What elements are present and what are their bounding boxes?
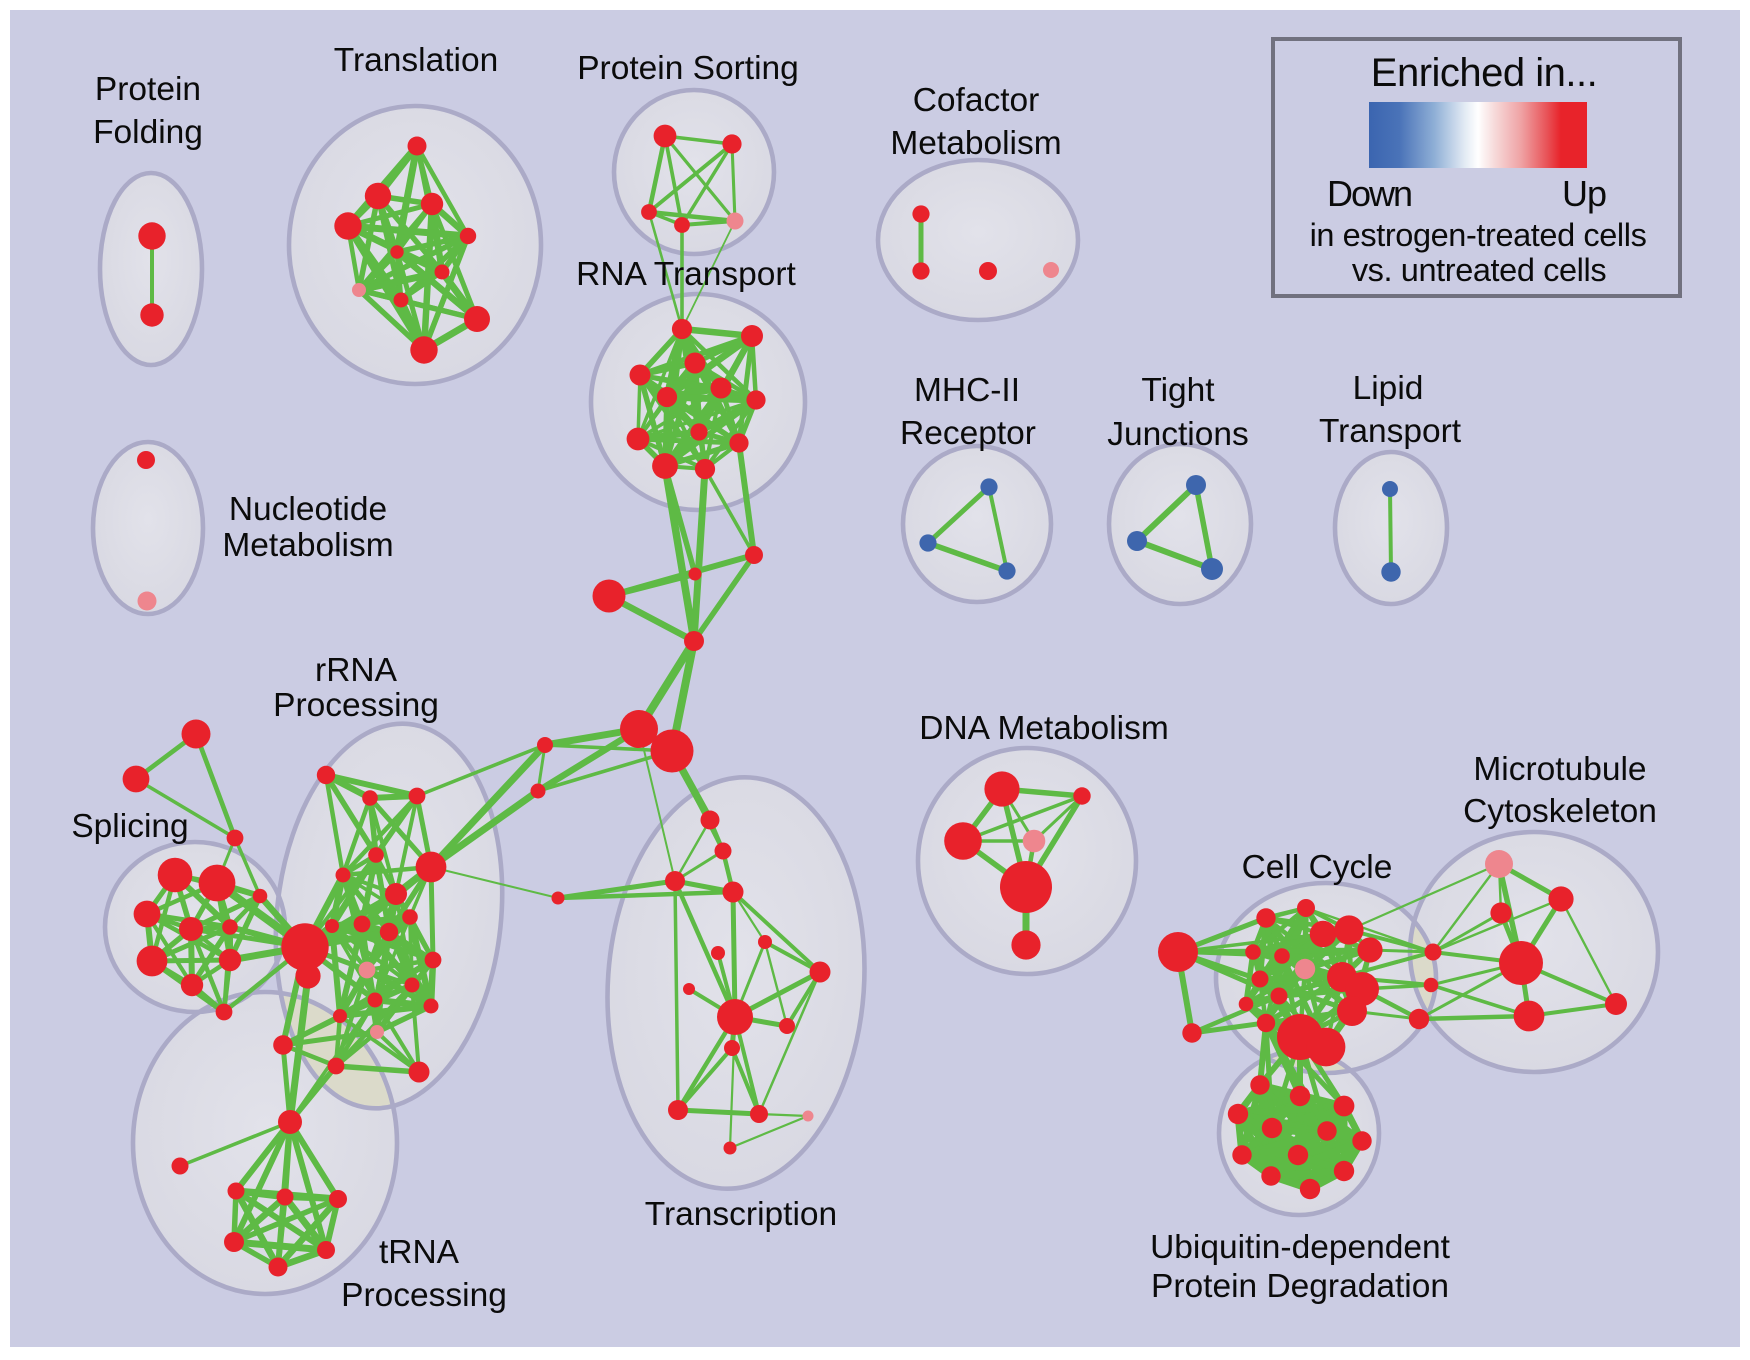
svg-text:in estrogen-treated cells: in estrogen-treated cells (1310, 217, 1647, 253)
svg-text:Transport: Transport (1319, 413, 1462, 450)
svg-text:Tight: Tight (1141, 372, 1215, 409)
svg-text:Receptor: Receptor (900, 415, 1036, 452)
svg-text:Junctions: Junctions (1107, 416, 1249, 453)
svg-text:Translation: Translation (334, 42, 498, 79)
svg-text:Ubiquitin-dependent: Ubiquitin-dependent (1150, 1229, 1451, 1266)
svg-text:Protein Degradation: Protein Degradation (1151, 1268, 1449, 1305)
svg-text:Down: Down (1327, 173, 1411, 214)
svg-text:Transcription: Transcription (645, 1196, 837, 1233)
svg-text:Lipid: Lipid (1353, 370, 1424, 407)
svg-text:Processing: Processing (341, 1277, 507, 1314)
svg-text:DNA Metabolism: DNA Metabolism (919, 710, 1168, 747)
svg-text:Up: Up (1562, 173, 1606, 214)
svg-text:Metabolism: Metabolism (890, 125, 1061, 162)
svg-text:Nucleotide: Nucleotide (229, 491, 387, 528)
svg-text:rRNA: rRNA (315, 652, 398, 689)
svg-text:tRNA: tRNA (379, 1234, 460, 1271)
svg-text:vs. untreated cells: vs. untreated cells (1352, 252, 1606, 288)
svg-text:RNA Transport: RNA Transport (576, 256, 796, 293)
svg-text:Microtubule: Microtubule (1473, 751, 1646, 788)
svg-text:Enriched in...: Enriched in... (1371, 51, 1597, 95)
svg-text:Protein Sorting: Protein Sorting (577, 50, 799, 87)
svg-text:MHC-II: MHC-II (914, 372, 1020, 409)
svg-text:Splicing: Splicing (71, 808, 188, 845)
svg-text:Processing: Processing (273, 687, 439, 724)
svg-text:Metabolism: Metabolism (222, 527, 393, 564)
svg-text:Cofactor: Cofactor (913, 82, 1040, 119)
svg-text:Cytoskeleton: Cytoskeleton (1463, 793, 1657, 830)
svg-text:Protein: Protein (95, 71, 201, 108)
svg-text:Folding: Folding (93, 114, 203, 151)
svg-text:Cell Cycle: Cell Cycle (1242, 849, 1393, 886)
